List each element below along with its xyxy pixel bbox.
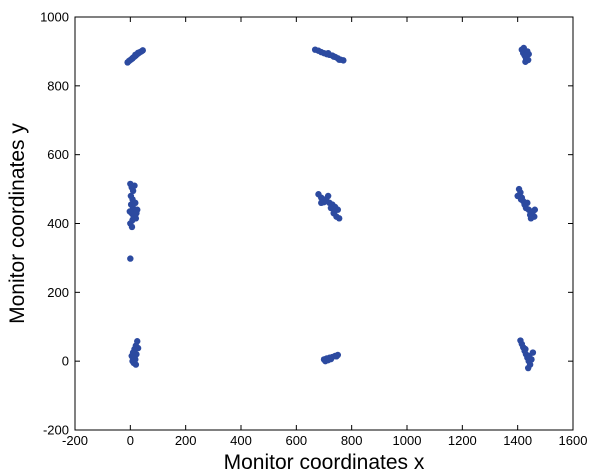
plot-frame (74, 16, 574, 431)
data-point (531, 206, 539, 213)
data-point (529, 349, 537, 356)
data-point (129, 354, 137, 361)
data-point (522, 345, 529, 353)
x-axis-title: Monitor coordinates x (224, 451, 425, 472)
x-tick-label: -200 (62, 433, 88, 448)
data-point (129, 187, 137, 195)
x-tick-label: 800 (341, 433, 363, 448)
data-point (324, 356, 332, 364)
x-tick-label: 1400 (503, 433, 532, 448)
data-point (331, 208, 338, 215)
data-point (128, 223, 136, 231)
x-tick-label: 400 (230, 433, 252, 448)
y-tick-label: 600 (47, 147, 69, 162)
data-point (336, 56, 343, 63)
data-point (132, 199, 139, 207)
x-tick-label: 1000 (393, 433, 422, 448)
data-point (324, 49, 332, 57)
data-point (134, 49, 142, 56)
data-point (134, 338, 141, 345)
y-tick-label: 0 (62, 354, 69, 369)
y-axis-ticks: -200 0 200 400 600 800 1000 (40, 10, 573, 438)
x-tick-label: 1200 (448, 433, 477, 448)
data-point (139, 47, 146, 54)
x-tick-label: 200 (175, 433, 197, 448)
data-point (132, 361, 140, 368)
x-tick-label: 600 (285, 433, 307, 448)
data-point (330, 53, 337, 60)
data-point (126, 208, 133, 215)
data-point (524, 199, 531, 207)
data-point (134, 344, 142, 352)
data-point (333, 353, 340, 360)
x-tick-label: 1600 (559, 433, 588, 448)
x-axis-ticks: -200 0 200 400 600 800 1000 1200 1400 1600 (62, 17, 587, 448)
y-tick-label: 400 (47, 216, 69, 231)
y-axis-title: Monitor coordinates y (6, 123, 29, 324)
y-tick-label: -200 (43, 423, 69, 438)
data-point (523, 53, 530, 60)
data-points (124, 44, 539, 372)
data-point (336, 215, 343, 222)
data-point (131, 211, 138, 219)
data-point (527, 215, 535, 222)
data-point (517, 196, 525, 203)
data-point (127, 255, 134, 262)
data-point (524, 364, 532, 372)
data-point (520, 44, 527, 52)
data-point (318, 199, 325, 207)
y-tick-label: 1000 (40, 10, 69, 25)
y-tick-label: 200 (47, 285, 69, 300)
data-point (324, 192, 332, 200)
data-point (131, 182, 138, 189)
x-tick-label: 0 (127, 433, 134, 448)
y-tick-label: 800 (47, 78, 69, 93)
